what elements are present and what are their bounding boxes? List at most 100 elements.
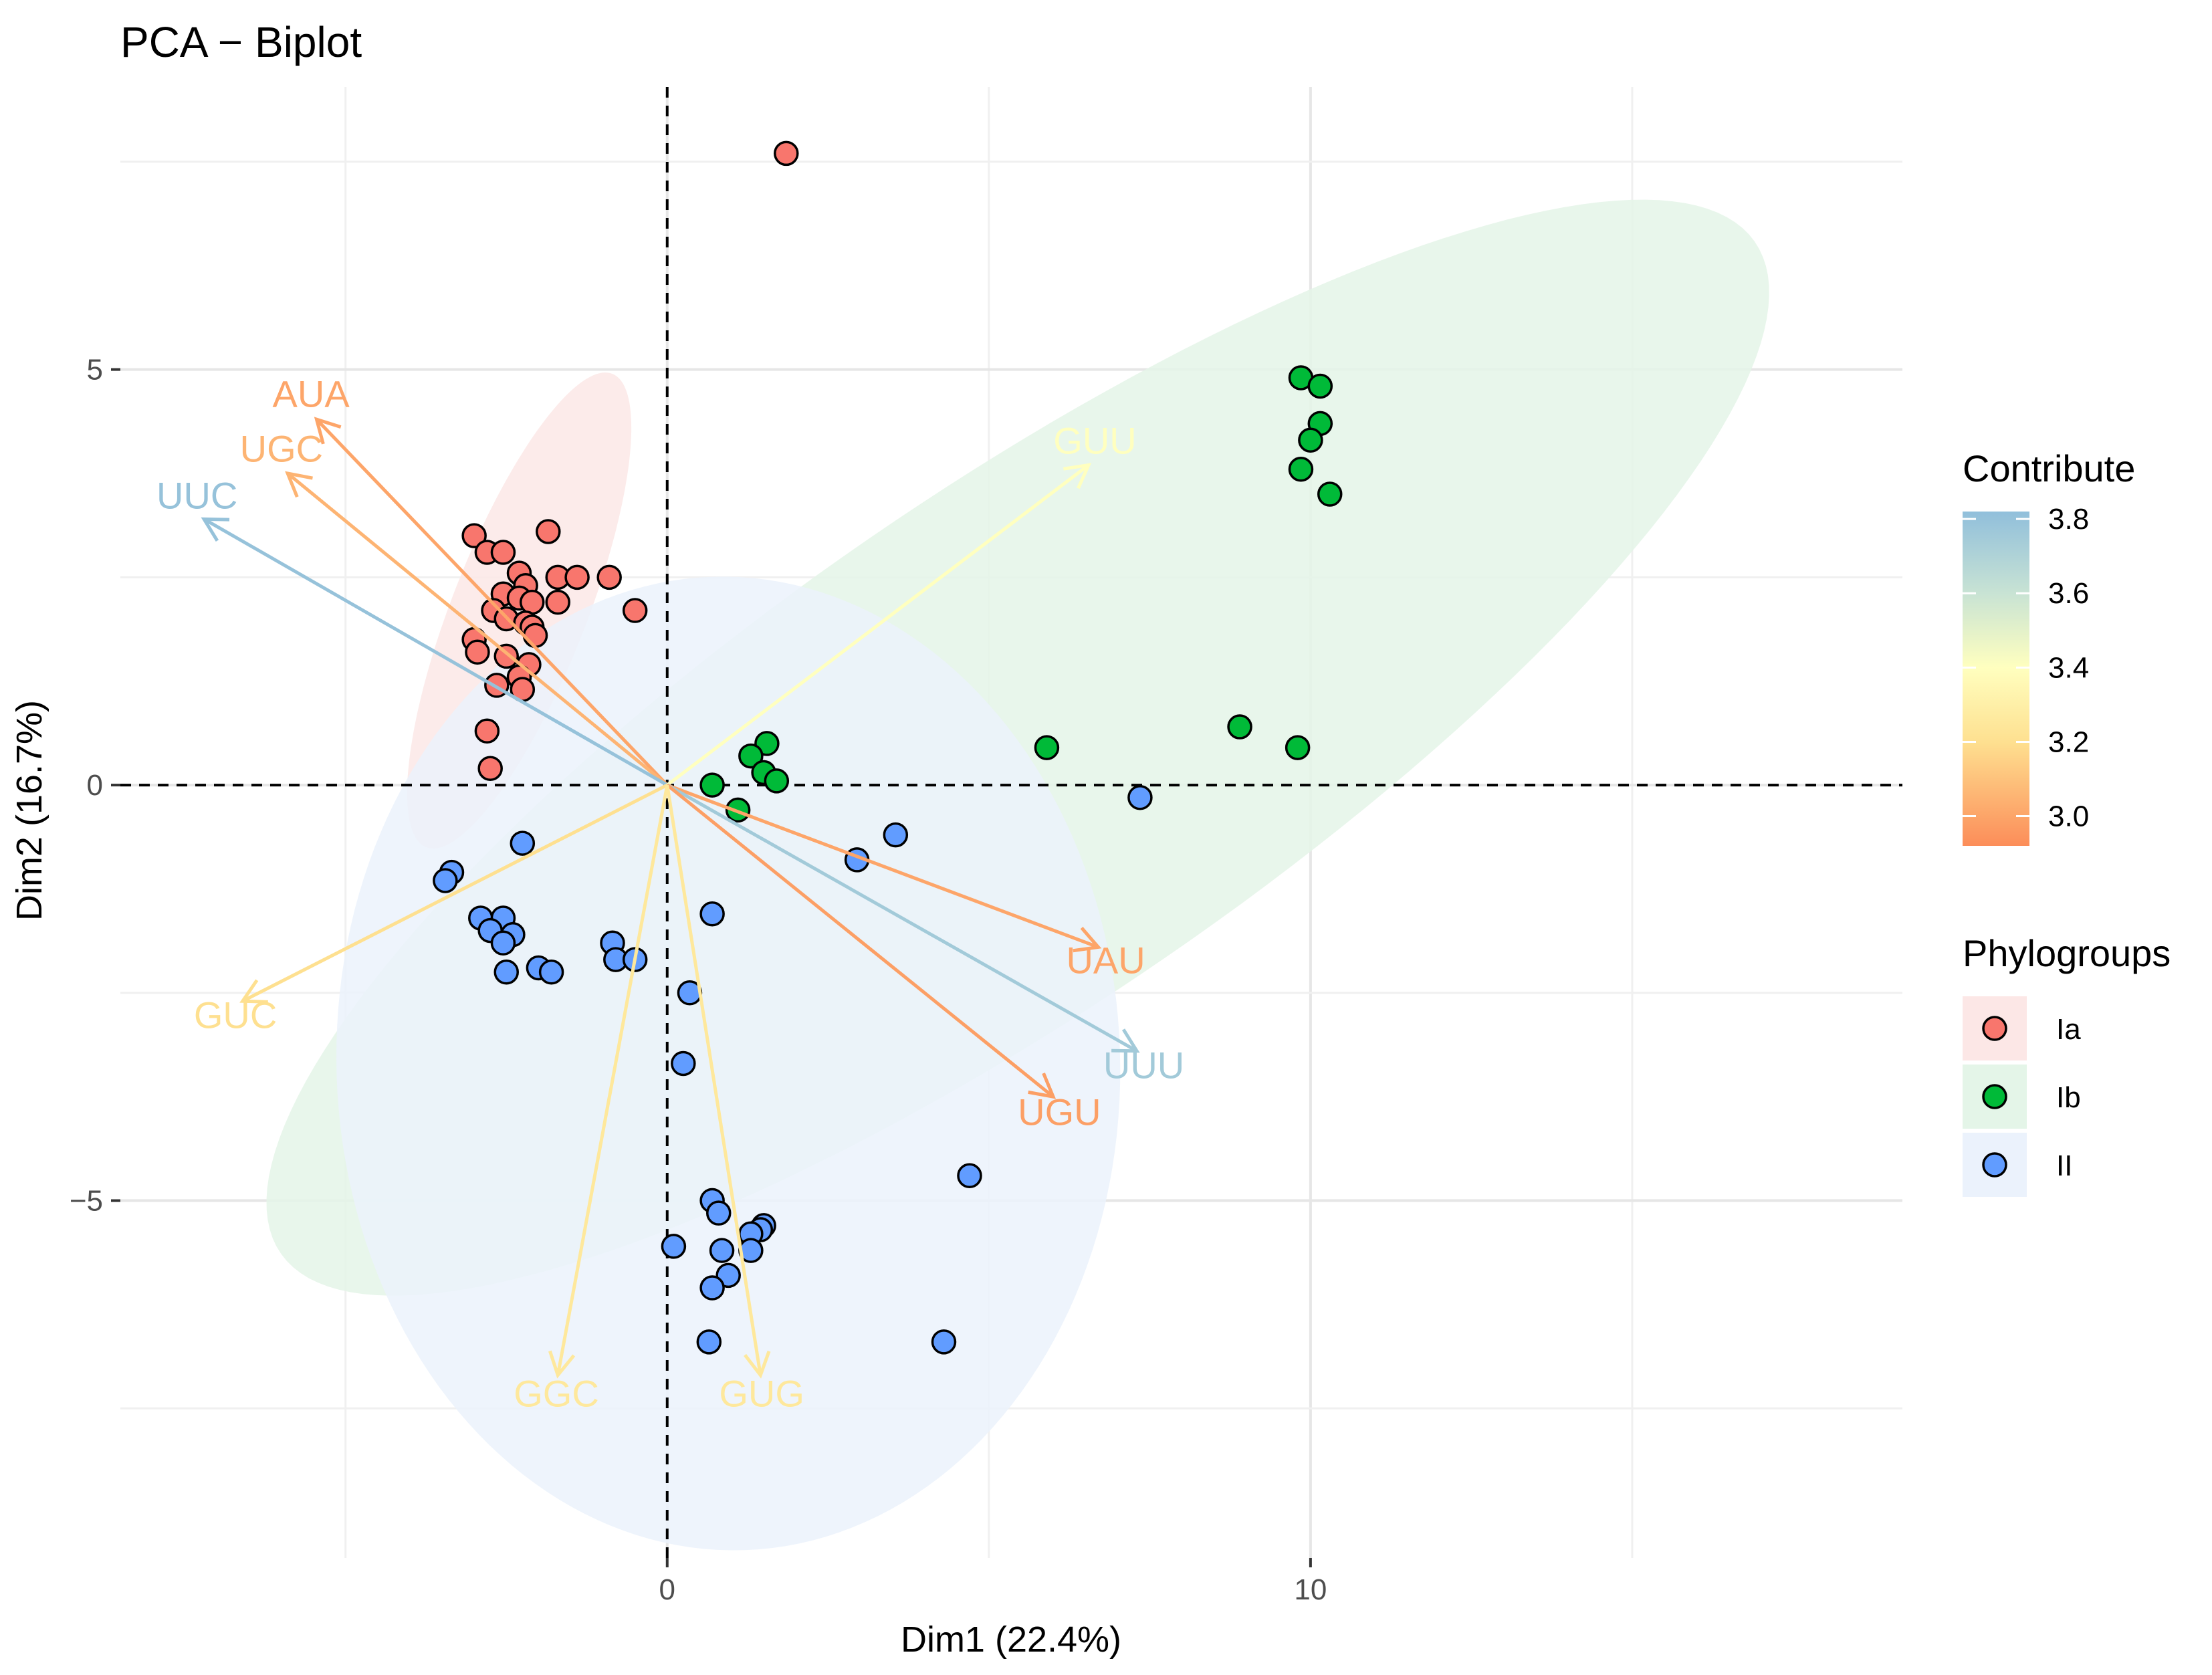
point-ia <box>519 589 545 615</box>
axis-ticks: 0 10 5 0 −5 <box>70 354 1327 1606</box>
x-tick-label: 0 <box>659 1573 675 1606</box>
arrow-aua <box>315 418 669 786</box>
point-ii <box>433 868 458 893</box>
arrow-uau <box>666 783 1099 949</box>
point-ib <box>1227 714 1252 740</box>
point-ia <box>465 639 490 665</box>
colorbar-tick-label: 3.0 <box>2048 800 2089 833</box>
individual-points <box>433 140 1343 1355</box>
x-tick-label: 10 <box>1294 1573 1327 1606</box>
legend-point-ia <box>1982 1016 2007 1041</box>
point-ii <box>705 1200 732 1226</box>
arrow-gug <box>665 784 762 1375</box>
arrow-guc <box>241 783 668 1003</box>
arrow-label-guc: GUC <box>194 994 277 1036</box>
point-ii <box>883 822 909 848</box>
point-ia <box>477 756 503 781</box>
colorbar-tick-label: 3.2 <box>2048 725 2089 758</box>
point-ia <box>622 598 648 623</box>
arrowhead-guc <box>239 979 268 1004</box>
arrow-ugc <box>286 472 669 786</box>
confidence-ellipses <box>266 199 1769 1551</box>
arrow-label-gug: GUG <box>719 1372 804 1414</box>
point-ib <box>1285 735 1311 760</box>
arrowhead-guu <box>1063 463 1092 489</box>
arrow-label-guu: GUU <box>1053 419 1136 461</box>
point-ii <box>699 1275 725 1301</box>
arrow-label-uuu: UUU <box>1103 1044 1184 1087</box>
point-ii <box>1127 784 1153 810</box>
point-ii <box>510 830 536 856</box>
y-tick-label: 5 <box>87 354 103 386</box>
point-ii <box>493 959 520 985</box>
arrow-ggc <box>556 784 669 1376</box>
point-ia <box>474 718 500 744</box>
arrow-label-ugu: UGU <box>1018 1091 1101 1133</box>
contribute-colorbar <box>1963 512 2029 846</box>
phylogroups-legend-title: Phylogroups <box>1963 932 2171 974</box>
point-ib <box>1317 481 1343 507</box>
point-ia <box>774 140 799 166</box>
y-tick-label: 0 <box>87 769 103 802</box>
arrow-uuu <box>666 783 1138 1052</box>
arrow-label-aua: AUA <box>273 373 350 415</box>
point-ii <box>931 1329 957 1355</box>
point-ii <box>538 959 564 985</box>
legend-point-ii <box>1982 1152 2007 1178</box>
arrowhead-aua <box>314 417 342 445</box>
point-ii <box>957 1163 982 1188</box>
arrow-ugu <box>666 784 1055 1099</box>
point-ib <box>1288 457 1314 482</box>
point-ia <box>564 564 590 590</box>
arrowhead-uuc <box>201 517 230 542</box>
point-ia <box>461 523 487 548</box>
y-axis-title: Dim2 (16.7%) <box>9 700 49 921</box>
legend-label-ii: II <box>2056 1149 2072 1182</box>
x-axis-title: Dim1 (22.4%) <box>901 1620 1121 1660</box>
y-tick-label: −5 <box>70 1185 103 1218</box>
chart-title: PCA − Biplot <box>120 18 362 66</box>
ellipse-ii <box>336 576 1121 1551</box>
colorbar-tick-label: 3.6 <box>2048 577 2089 610</box>
arrow-guu <box>666 463 1090 787</box>
point-ib <box>1034 735 1060 760</box>
arrow-label-uau: UAU <box>1066 939 1145 982</box>
arrowhead-uau <box>1073 927 1102 953</box>
point-ia <box>490 540 516 565</box>
point-ib <box>1298 427 1323 453</box>
point-ia <box>522 623 548 649</box>
point-ib <box>764 768 790 794</box>
point-ii <box>671 1050 696 1077</box>
arrowhead-uuu <box>1111 1028 1140 1053</box>
arrow-label-ugc: UGC <box>240 427 323 469</box>
arrowhead-gug <box>744 1350 771 1379</box>
reference-lines <box>120 87 1902 1558</box>
colorbar-tick-label: 3.8 <box>2048 503 2089 536</box>
arrow-uuc <box>203 518 669 787</box>
point-ib <box>699 772 725 798</box>
arrowhead-ugc <box>285 471 313 498</box>
point-ii <box>696 1329 722 1355</box>
point-ii <box>661 1234 687 1259</box>
point-ia <box>545 589 570 615</box>
legend-point-ib <box>1982 1084 2007 1109</box>
legends: Contribute 3.8 3.6 3.4 3.2 3.0 Phylogroups Ia Ib… <box>1963 447 2171 1197</box>
point-ia <box>536 519 561 544</box>
point-ib <box>1307 373 1333 399</box>
arrowhead-ggc <box>548 1350 576 1379</box>
point-ii <box>490 930 516 956</box>
point-ia <box>596 564 622 590</box>
colorbar-tick-label: 3.4 <box>2048 651 2089 684</box>
arrow-label-ggc: GGC <box>514 1372 599 1414</box>
contribute-legend-title: Contribute <box>1963 447 2135 489</box>
legend-label-ia: Ia <box>2056 1013 2081 1046</box>
point-ii <box>699 901 725 927</box>
point-ii <box>709 1238 735 1263</box>
arrow-label-uuc: UUC <box>156 474 237 516</box>
arrowhead-ugu <box>1028 1073 1057 1099</box>
point-ia <box>493 643 520 669</box>
legend-label-ib: Ib <box>2056 1081 2081 1114</box>
point-ib <box>738 743 764 769</box>
